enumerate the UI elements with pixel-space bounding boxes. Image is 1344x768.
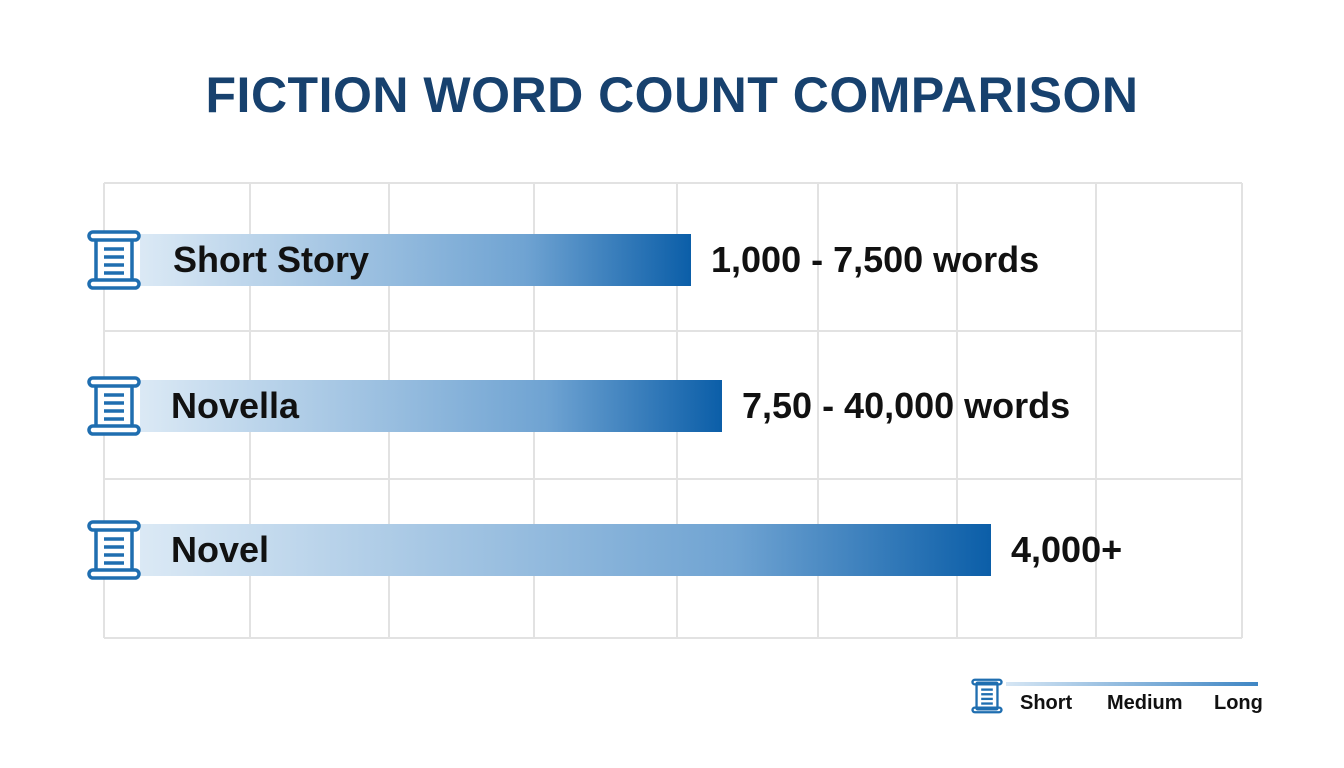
bar-value-label: 1,000 - 7,500 words: [711, 239, 1040, 280]
scroll-icon: [971, 678, 1003, 714]
scroll-icon: [86, 519, 142, 586]
bar-value-label: 4,000+: [1011, 529, 1123, 570]
chart-title: FICTION WORD COUNT COMPARISON: [205, 67, 1139, 123]
legend: Short Medium Long: [970, 678, 1270, 718]
legend-label-medium: Medium: [1107, 692, 1183, 714]
bar: [140, 234, 691, 286]
legend-label-long: Long: [1214, 692, 1263, 714]
bar-category-label: Novella: [171, 385, 300, 426]
bar: [140, 524, 991, 576]
bar-value-label: 7,50 - 40,000 words: [742, 385, 1071, 426]
scroll-icon: [86, 229, 142, 296]
scroll-icon: [86, 375, 142, 442]
legend-gradient-bar: [1006, 682, 1258, 686]
legend-label-short: Short: [1020, 692, 1073, 714]
bar: [140, 380, 722, 432]
bar-category-label: Novel: [171, 529, 270, 570]
bar-category-label: Short Story: [173, 239, 370, 280]
